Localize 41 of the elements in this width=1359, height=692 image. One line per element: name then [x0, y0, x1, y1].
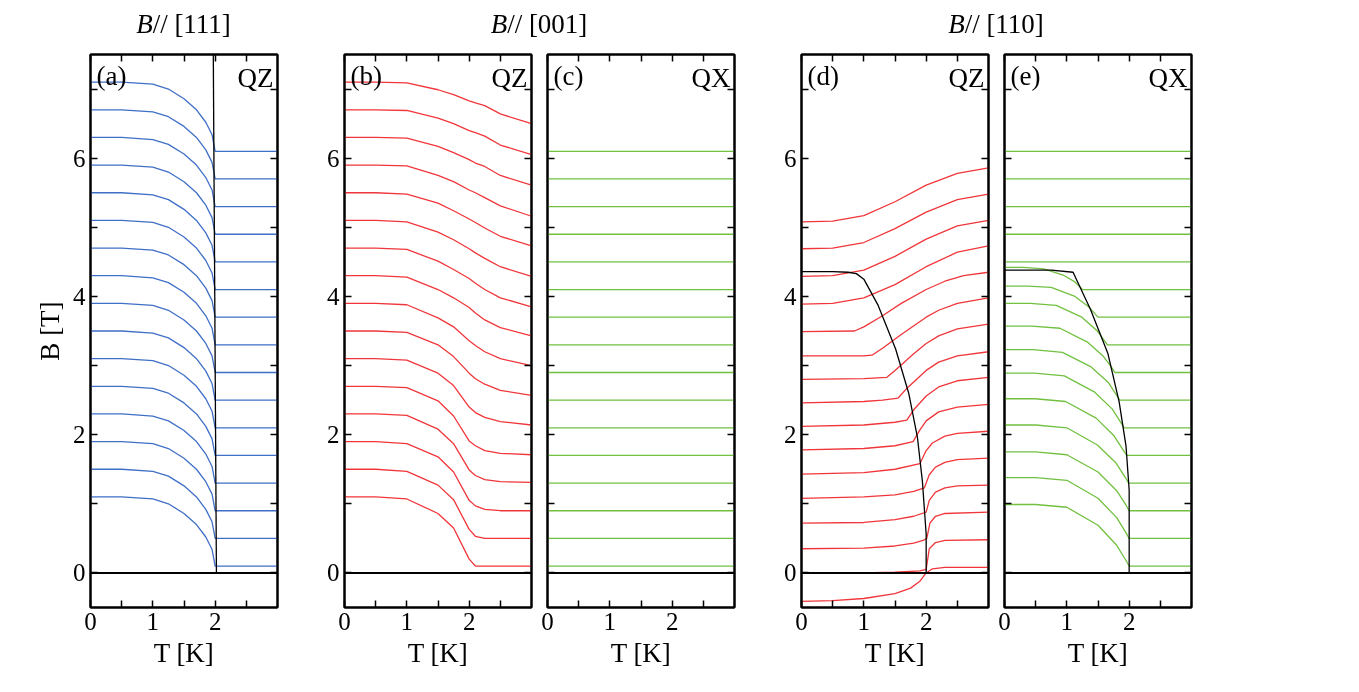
- y-tick-label: 2: [327, 421, 340, 449]
- annotation: QZ: [948, 62, 985, 93]
- annotation: (c): [553, 60, 584, 91]
- annotation: QX: [691, 62, 731, 93]
- y-tick-label: 0: [327, 559, 340, 587]
- y-tick-label: 0: [73, 559, 86, 587]
- x-axis-title: T [K]: [153, 637, 214, 668]
- annotation: (e): [1010, 60, 1041, 91]
- y-tick-label: 4: [784, 282, 797, 310]
- y-tick-label: 6: [327, 144, 340, 172]
- x-tick-label: 2: [208, 607, 222, 635]
- y-tick-label: 4: [327, 282, 340, 310]
- annotation: QZ: [237, 62, 274, 93]
- x-tick-label: 0: [541, 607, 554, 635]
- x-tick-label: 1: [603, 607, 617, 635]
- y-axis-title: B [T]: [35, 301, 65, 361]
- chart-title: B// [001]: [490, 8, 588, 41]
- y-tick-label: 0: [784, 559, 797, 587]
- y-tick-label: 6: [73, 144, 86, 172]
- x-tick-label: 1: [146, 607, 160, 635]
- x-axis-title: T [K]: [1067, 637, 1128, 668]
- x-axis-title: T [K]: [407, 637, 468, 668]
- y-tick-label: 2: [784, 421, 797, 449]
- chart-title: B// [111]: [136, 8, 231, 41]
- y-tick-label: 4: [73, 282, 86, 310]
- chart-title: B// [110]: [948, 8, 1044, 41]
- x-tick-label: 2: [919, 607, 933, 635]
- x-tick-label: 0: [998, 607, 1011, 635]
- x-axis-title: T [K]: [864, 637, 925, 668]
- x-tick-label: 1: [857, 607, 871, 635]
- y-tick-label: 2: [73, 421, 86, 449]
- x-tick-label: 2: [1122, 607, 1136, 635]
- x-tick-label: 2: [462, 607, 476, 635]
- annotation: QZ: [491, 62, 528, 93]
- annotation: (d): [807, 60, 839, 91]
- x-tick-label: 1: [400, 607, 414, 635]
- annotation: QX: [1148, 62, 1188, 93]
- x-tick-label: 1: [1060, 607, 1074, 635]
- x-axis-title: T [K]: [610, 637, 671, 668]
- y-tick-label: 6: [784, 144, 797, 172]
- x-tick-label: 2: [665, 607, 679, 635]
